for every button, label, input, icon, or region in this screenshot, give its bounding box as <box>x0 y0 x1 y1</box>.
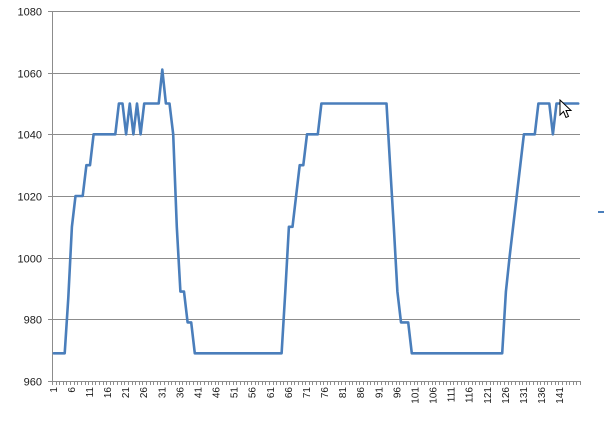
y-tick-label: 1080 <box>18 7 42 19</box>
x-tick-label: 116 <box>465 387 476 403</box>
x-tick-label: 111 <box>447 387 458 403</box>
x-tick-label: 11 <box>85 387 96 398</box>
x-tick-label: 101 <box>410 387 421 404</box>
x-tick-label: 86 <box>356 387 367 399</box>
x-tick-label: 91 <box>374 387 385 399</box>
x-tick-label: 121 <box>483 387 494 404</box>
x-tick-label: 76 <box>320 387 331 399</box>
x-tick-label: 96 <box>392 387 403 399</box>
legend-key-icon <box>598 211 604 213</box>
x-tick-label: 106 <box>429 387 440 404</box>
y-tick-label: 1000 <box>18 254 42 266</box>
x-tick-label: 51 <box>230 387 241 399</box>
x-tick-label: 46 <box>212 387 223 399</box>
x-tick-label: 41 <box>193 387 204 399</box>
series-line <box>52 68 580 355</box>
y-axis-ticks: 960 980 1000 1020 1040 1060 1080 <box>18 7 52 389</box>
gridlines <box>52 11 580 320</box>
x-tick-label: 66 <box>284 387 295 399</box>
y-tick-label: 960 <box>24 377 42 389</box>
x-tick-label: 141 <box>555 387 566 404</box>
x-tick-label: 21 <box>121 387 132 399</box>
y-tick-label: 1020 <box>18 192 42 204</box>
x-tick-label: 81 <box>338 387 349 399</box>
y-tick-label: 980 <box>24 315 42 327</box>
x-tick-label: 61 <box>266 387 277 399</box>
x-tick-label: 1 <box>49 387 60 393</box>
y-tick-label: 1060 <box>18 69 42 81</box>
x-tick-label: 16 <box>103 387 114 399</box>
x-tick-label: 131 <box>519 387 530 404</box>
x-tick-label: 31 <box>157 387 168 399</box>
x-tick-label: 6 <box>67 387 78 393</box>
x-tick-label: 71 <box>302 387 313 399</box>
x-axis-ticks: 1 6 11 16 21 26 31 36 41 46 51 56 61 66 71 76 81 86 91 96 10… <box>49 381 581 404</box>
y-tick-label: 1040 <box>18 130 42 142</box>
mouse-pointer-icon <box>559 99 573 119</box>
series-line-group <box>52 68 580 355</box>
x-tick-label: 126 <box>501 387 512 404</box>
x-tick-label: 26 <box>139 387 150 399</box>
x-tick-label: 56 <box>248 387 259 399</box>
x-tick-label: 36 <box>175 387 186 399</box>
x-tick-label: 136 <box>537 387 548 404</box>
